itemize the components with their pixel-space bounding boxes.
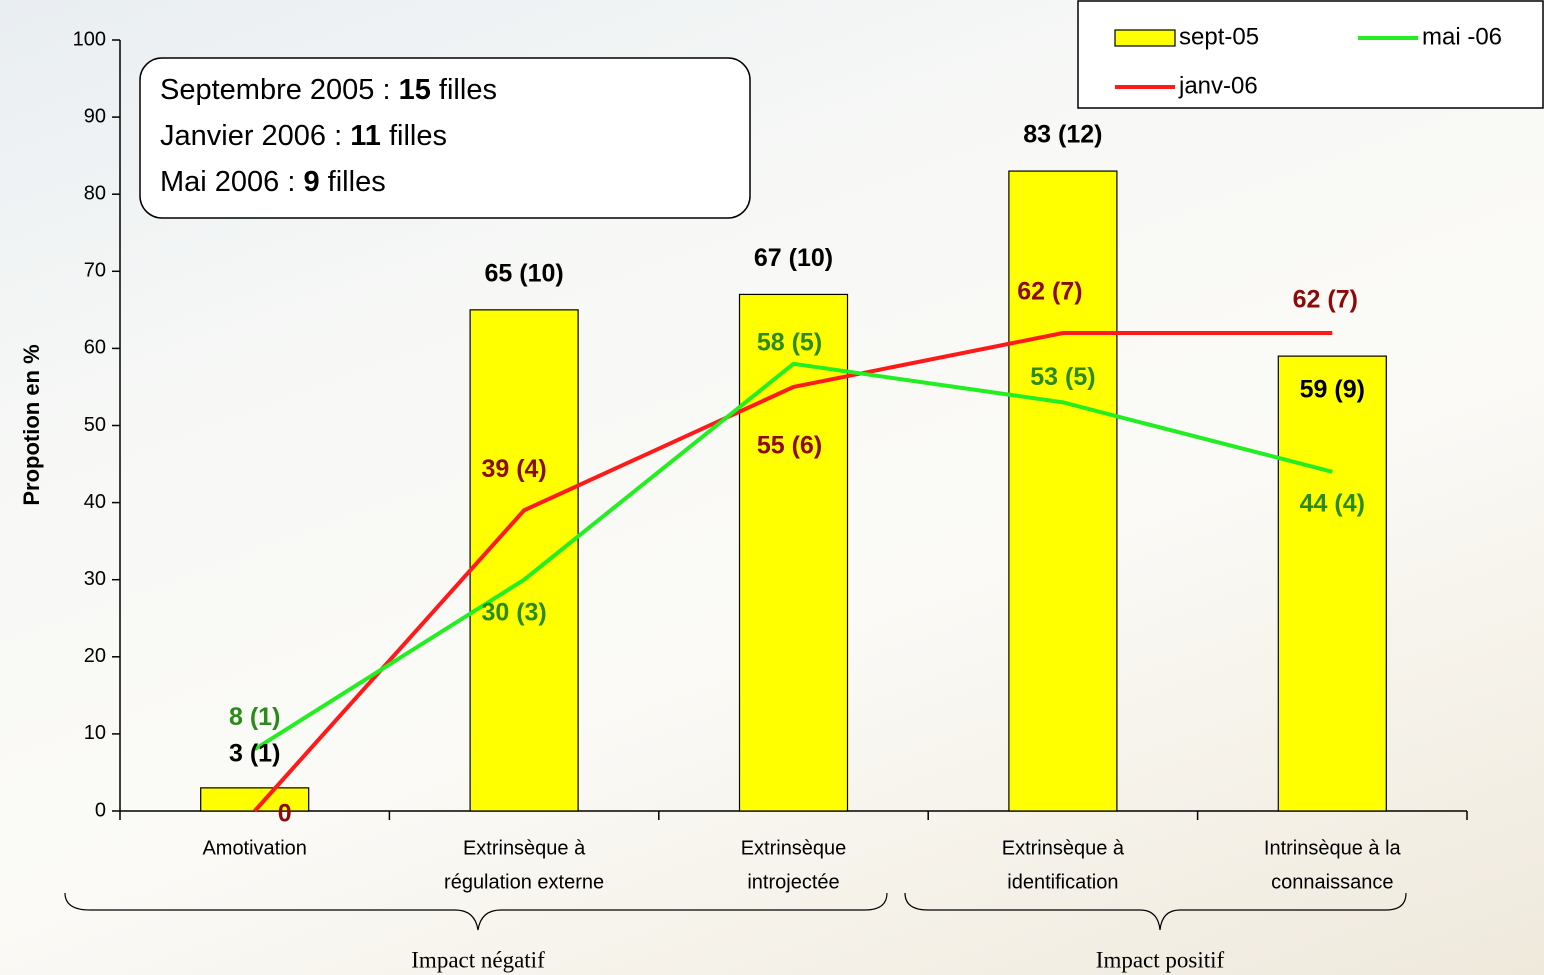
group-brace: [65, 893, 887, 930]
x-tick-label: Extrinsèque: [741, 837, 847, 859]
data-label: 55 (6): [757, 432, 822, 460]
legend-swatch: [1115, 30, 1175, 46]
annotation-text: Mai 2006 : 9 filles: [160, 166, 386, 198]
x-tick-label: régulation externe: [444, 871, 604, 893]
data-label: 62 (7): [1017, 278, 1082, 306]
annotation-part: Mai 2006 :: [160, 166, 303, 198]
bar: [1278, 356, 1386, 811]
data-label: 83 (12): [1023, 121, 1102, 149]
annotation-text: Septembre 2005 : 15 filles: [160, 74, 497, 106]
data-label: 8 (1): [229, 703, 280, 731]
y-tick-label: 50: [84, 414, 106, 436]
bar: [470, 310, 578, 811]
data-label: 65 (10): [484, 259, 563, 287]
legend-label: janv-06: [1178, 72, 1258, 99]
annotation-part: filles: [381, 120, 447, 152]
annotation-part: 15: [399, 74, 431, 106]
x-tick-label: Amotivation: [202, 837, 307, 859]
x-tick-label: Intrinsèque à la: [1264, 837, 1402, 859]
data-label: 58 (5): [757, 328, 822, 356]
y-tick-label: 10: [84, 722, 106, 744]
y-tick-label: 40: [84, 491, 106, 513]
data-label: 39 (4): [481, 455, 546, 483]
legend-label: sept-05: [1179, 23, 1259, 50]
group-label: Impact négatif: [411, 947, 545, 972]
annotation-part: Janvier 2006 :: [160, 120, 350, 152]
x-tick-label: Extrinsèque à: [1002, 837, 1125, 859]
bar: [740, 294, 848, 811]
group-brace: [905, 893, 1406, 930]
chart: Propotion en % Impact négatif Impact pos…: [0, 0, 1544, 975]
annotation-part: 9: [303, 166, 319, 198]
y-tick-label: 30: [84, 568, 106, 590]
data-label: 53 (5): [1030, 363, 1095, 391]
bar: [201, 788, 309, 811]
annotation-part: filles: [431, 74, 497, 106]
annotation-part: Septembre 2005 :: [160, 74, 399, 106]
bar: [1009, 171, 1117, 811]
y-tick-label: 100: [73, 28, 106, 50]
y-tick-label: 0: [95, 799, 106, 821]
y-tick-label: 90: [84, 105, 106, 127]
annotation-part: filles: [320, 166, 386, 198]
legend-box: [1078, 1, 1543, 108]
x-tick-label: connaissance: [1271, 871, 1393, 893]
group-label: Impact positif: [1096, 947, 1225, 972]
data-label: 44 (4): [1300, 489, 1365, 517]
annotation-part: 11: [350, 120, 381, 152]
data-label: 62 (7): [1293, 286, 1358, 314]
y-axis-label: Propotion en %: [19, 344, 44, 505]
data-label: 67 (10): [754, 244, 833, 272]
x-tick-label: Extrinsèque à: [463, 837, 586, 859]
data-label: 59 (9): [1300, 376, 1365, 404]
y-tick-label: 80: [84, 182, 106, 204]
data-label: 30 (3): [481, 598, 546, 626]
y-tick-label: 60: [84, 337, 106, 359]
x-tick-label: identification: [1007, 871, 1118, 893]
data-label: 0: [278, 800, 292, 828]
legend-label: mai -06: [1422, 23, 1502, 50]
data-label: 3 (1): [229, 739, 280, 767]
y-tick-label: 70: [84, 260, 106, 282]
y-tick-label: 20: [84, 645, 106, 667]
annotation-text: Janvier 2006 : 11 filles: [160, 120, 447, 152]
x-tick-label: introjectée: [747, 871, 839, 893]
